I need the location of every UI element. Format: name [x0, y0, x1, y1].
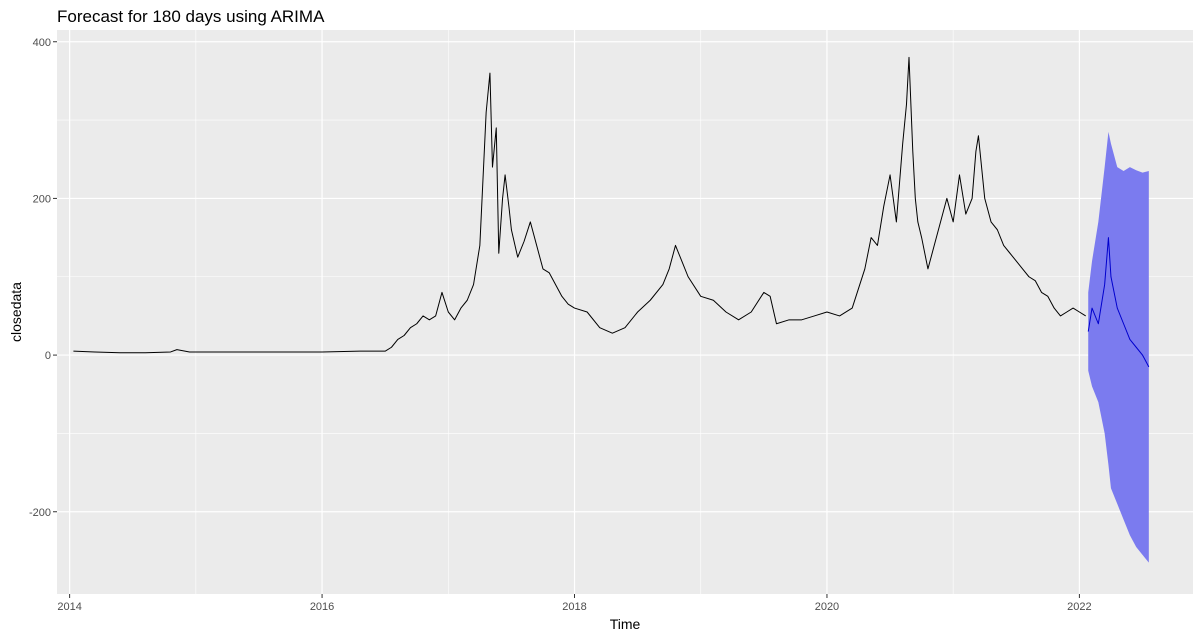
- x-axis-ticks: 2014 2016 2018 2020 2022: [57, 594, 1092, 613]
- y-tick-label: -200: [29, 507, 51, 519]
- y-tick-label: 400: [33, 37, 51, 49]
- y-tick-label: 0: [45, 350, 51, 362]
- chart-title: Forecast for 180 days using ARIMA: [57, 7, 325, 26]
- x-axis-label: Time: [610, 616, 641, 632]
- y-axis-ticks: -200 0 200 400: [29, 37, 57, 519]
- plot-panel: [57, 30, 1193, 594]
- forecast-series-line: [1087, 237, 1150, 368]
- minor-gridlines: [57, 30, 1193, 594]
- x-tick-label: 2016: [310, 601, 334, 613]
- x-tick-label: 2014: [57, 601, 81, 613]
- y-tick-label: 200: [33, 193, 51, 205]
- prediction-interval-band: [1088, 131, 1149, 563]
- x-tick-label: 2020: [815, 601, 839, 613]
- history-series-line: [73, 56, 1086, 354]
- x-tick-label: 2018: [562, 601, 586, 613]
- forecast-interval-layer: [1088, 131, 1149, 563]
- forecast-layer: [1087, 237, 1150, 368]
- major-gridlines: [57, 30, 1193, 594]
- history-layer: [73, 56, 1086, 354]
- y-axis-label: closedata: [8, 282, 24, 342]
- x-tick-label: 2022: [1067, 601, 1091, 613]
